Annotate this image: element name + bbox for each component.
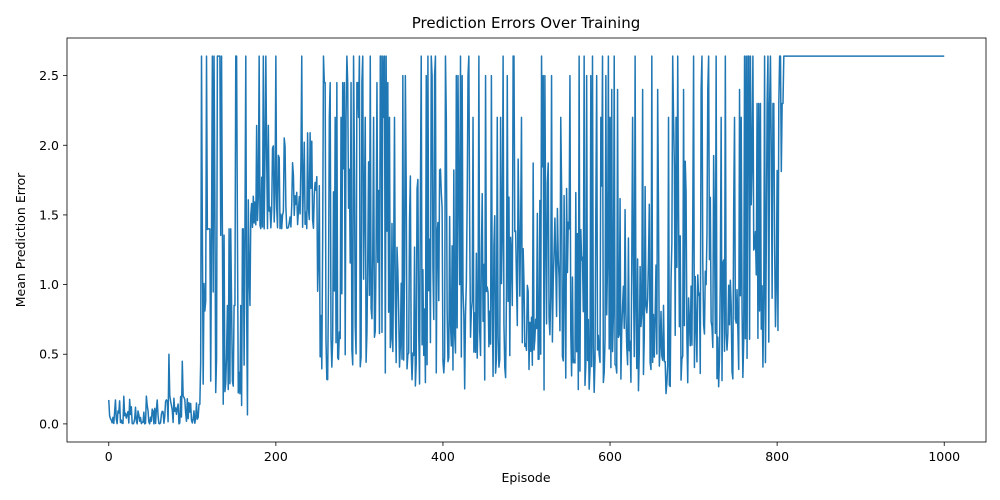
y-axis-title: Mean Prediction Error [13, 172, 28, 307]
x-tick-label: 0 [105, 449, 113, 464]
x-axis: 0 200 400 600 800 1000 [105, 442, 960, 464]
y-tick-label: 0.0 [39, 416, 59, 431]
y-tick-label: 0.5 [39, 347, 59, 362]
plot-frame [66, 37, 987, 443]
y-tick-label: 2.0 [39, 138, 59, 153]
x-tick-label: 600 [598, 449, 622, 464]
y-tick-label: 1.5 [39, 207, 59, 222]
x-tick-label: 200 [264, 449, 288, 464]
x-axis-title: Episode [501, 470, 550, 485]
y-tick-label: 1.0 [39, 277, 59, 292]
plot-area [108, 55, 945, 425]
y-tick-label: 2.5 [39, 68, 59, 83]
x-tick-label: 1000 [928, 449, 960, 464]
x-tick-label: 400 [431, 449, 455, 464]
chart-title: Prediction Errors Over Training [412, 14, 640, 32]
x-tick-label: 800 [765, 449, 789, 464]
series-line [108, 55, 945, 425]
y-axis: 0.0 0.5 1.0 1.5 2.0 2.5 [39, 68, 67, 431]
